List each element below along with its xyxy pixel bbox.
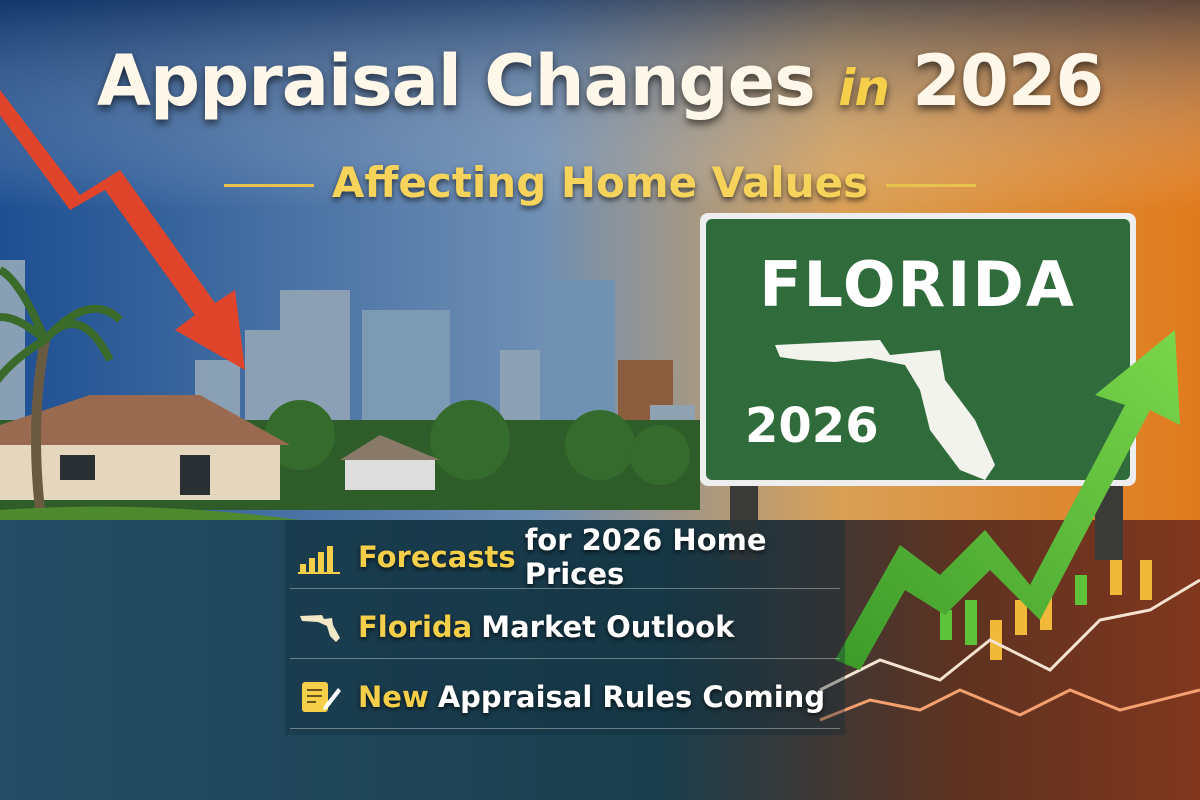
chart-icon bbox=[298, 546, 340, 574]
title-connector: in bbox=[838, 59, 890, 117]
sign-year: 2026 bbox=[745, 398, 879, 454]
subtitle-row: Affecting Home Values bbox=[0, 158, 1200, 207]
map-icon bbox=[300, 615, 340, 642]
title-main: Appraisal Changes bbox=[96, 40, 816, 122]
feature-highlight: New bbox=[358, 680, 429, 714]
feature-item: New Appraisal Rules Coming bbox=[290, 666, 840, 729]
sign-post bbox=[700, 213, 1136, 560]
green-arrow bbox=[835, 330, 1180, 670]
red-arrow bbox=[0, 90, 245, 370]
palm bbox=[0, 266, 123, 511]
subtitle: Affecting Home Values bbox=[331, 158, 869, 207]
note-icon bbox=[302, 682, 341, 712]
feature-highlight: Forecasts bbox=[358, 540, 516, 574]
houses bbox=[0, 395, 440, 500]
feature-text: for 2026 Home Prices bbox=[524, 523, 767, 591]
feature-item: Forecasts for 2026 Home Prices bbox=[290, 523, 840, 591]
feature-item: Florida Market Outlook bbox=[290, 596, 840, 659]
sign-state: FLORIDA bbox=[759, 248, 1076, 321]
feature-text: Appraisal Rules Coming bbox=[437, 680, 826, 714]
rule bbox=[886, 184, 977, 187]
feature-text: Market Outlook bbox=[481, 610, 735, 644]
rule bbox=[223, 184, 314, 187]
feature-highlight: Florida bbox=[358, 610, 473, 644]
title-year: 2026 bbox=[912, 40, 1104, 122]
title: Appraisal Changes in 2026 bbox=[0, 40, 1200, 122]
